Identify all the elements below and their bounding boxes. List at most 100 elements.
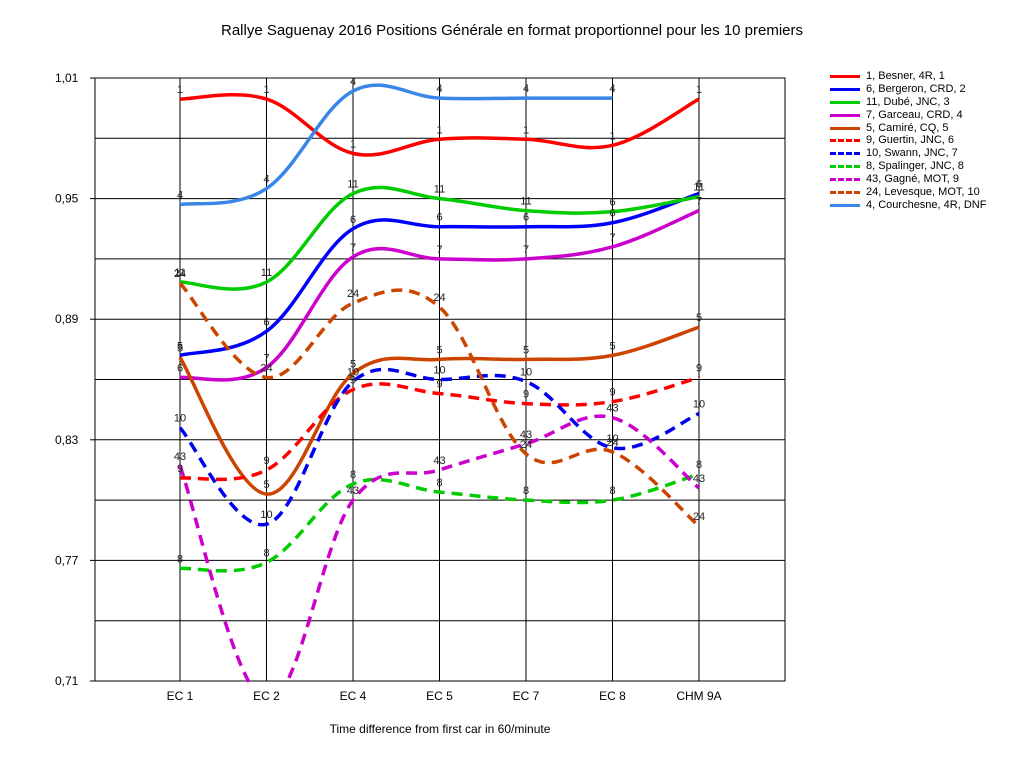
- point-label: 7: [696, 196, 702, 208]
- legend-item: 7, Garceau, CRD, 4: [830, 109, 986, 122]
- legend-swatch: [830, 113, 860, 117]
- point-label: 1: [177, 84, 183, 96]
- point-label: 6: [177, 362, 183, 374]
- point-label: 24: [174, 268, 186, 280]
- point-label: 43: [693, 473, 705, 485]
- point-label: 10: [260, 509, 272, 521]
- y-tick-label: 0,77: [55, 553, 79, 567]
- point-label: 1: [696, 84, 702, 96]
- legend-swatch: [830, 100, 860, 104]
- legend-item: 9, Guertin, JNC, 6: [830, 134, 986, 147]
- legend-item: 6, Bergeron, CRD, 2: [830, 83, 986, 96]
- point-label: 6: [609, 197, 615, 209]
- point-label: 43: [433, 455, 445, 467]
- legend-label: 9, Guertin, JNC, 6: [866, 134, 955, 147]
- point-label: 1: [436, 124, 442, 136]
- y-tick-label: 0,71: [55, 674, 79, 688]
- point-label: 10: [433, 365, 445, 377]
- y-tick-label: 1,01: [55, 71, 79, 85]
- series-line: [179, 83, 613, 207]
- point-label: 43: [347, 485, 359, 497]
- point-label: 6: [523, 212, 529, 224]
- point-label: 5: [177, 342, 183, 354]
- legend-swatch: [830, 126, 860, 130]
- legend-swatch: [830, 74, 860, 78]
- point-label: 4: [523, 83, 529, 95]
- point-label: 8: [177, 553, 183, 565]
- point-label: 10: [347, 367, 359, 379]
- legend-item: 5, Camiré, CQ, 5: [830, 122, 986, 135]
- series-line: [179, 375, 700, 482]
- point-label: 10: [693, 399, 705, 411]
- legend-label: 4, Courchesne, 4R, DNF: [866, 198, 987, 211]
- point-label: 4: [609, 83, 615, 95]
- point-label: 8: [350, 469, 356, 481]
- legend-label: 6, Bergeron, CRD, 2: [866, 82, 966, 95]
- series-line: [178, 325, 700, 496]
- legend-label: 24, Levesque, MOT, 10: [866, 186, 980, 199]
- legend-swatch: [830, 165, 860, 169]
- x-tick-label: EC 5: [426, 689, 453, 703]
- point-label: 1: [523, 124, 529, 136]
- point-label: 5: [696, 312, 702, 324]
- point-label: 11: [174, 267, 185, 279]
- point-label: 9: [350, 375, 356, 387]
- series-line: [178, 281, 701, 528]
- point-label: 5: [263, 479, 269, 491]
- point-label: 1: [263, 84, 269, 96]
- series-line: [179, 191, 700, 358]
- legend-label: 7, Garceau, CRD, 4: [866, 108, 963, 121]
- point-label: 24: [260, 362, 272, 374]
- legend-label: 1, Besner, 4R, 1: [866, 70, 945, 82]
- series-line: [179, 472, 700, 573]
- point-label: 43: [606, 403, 618, 415]
- legend-item: 10, Swann, JNC, 7: [830, 147, 986, 160]
- legend-swatch: [830, 178, 860, 182]
- point-label: 4: [263, 174, 269, 186]
- point-label: 24: [606, 437, 618, 449]
- legend-swatch: [830, 139, 860, 143]
- point-label: 24: [520, 439, 532, 451]
- point-label: 6: [350, 214, 356, 226]
- series-line: [178, 367, 700, 527]
- legend-swatch: [830, 152, 860, 156]
- point-label: 10: [174, 413, 186, 425]
- point-label: 5: [609, 340, 615, 352]
- point-label: 9: [436, 379, 442, 391]
- x-tick-label: EC 7: [513, 689, 540, 703]
- legend-item: 1, Besner, 4R, 1: [830, 70, 986, 83]
- legend-label: 43, Gagné, MOT, 9: [866, 173, 959, 186]
- point-label: 9: [177, 463, 183, 475]
- point-label: 9: [523, 389, 529, 401]
- y-tick-label: 0,89: [55, 312, 79, 326]
- point-label: 9: [263, 455, 269, 467]
- y-tick-label: 0,95: [55, 192, 79, 206]
- legend: 1, Besner, 4R, 1 6, Bergeron, CRD, 2 11, D…: [830, 70, 986, 212]
- point-label: 11: [520, 196, 531, 208]
- series-line: [179, 185, 700, 291]
- point-label: 6: [609, 208, 615, 220]
- series-line: [179, 209, 700, 382]
- point-label: 7: [263, 352, 269, 364]
- legend-swatch: [830, 190, 860, 194]
- legend-label: 11, Dubé, JNC, 3: [866, 95, 950, 108]
- point-label: 10: [606, 433, 618, 445]
- legend-label: 8, Spalinger, JNC, 8: [866, 160, 964, 173]
- x-tick-label: CHM 9A: [676, 689, 721, 703]
- point-label: 7: [350, 242, 356, 254]
- legend-item: 24, Levesque, MOT, 10: [830, 186, 986, 199]
- point-label: 1: [350, 138, 356, 150]
- point-label: 8: [609, 485, 615, 497]
- point-label: 8: [523, 485, 529, 497]
- point-label: 6: [263, 316, 269, 328]
- legend-swatch: [830, 87, 860, 91]
- legend-item: 8, Spalinger, JNC, 8: [830, 160, 986, 173]
- x-axis-title: Time difference from first car in 60/min…: [329, 722, 551, 736]
- point-label: 5: [350, 358, 356, 370]
- legend-label: 5, Camiré, CQ, 5: [866, 121, 949, 134]
- x-tick-label: EC 2: [253, 689, 280, 703]
- point-label: 11: [693, 182, 704, 194]
- point-label: 8: [696, 459, 702, 471]
- point-label: 6: [696, 179, 702, 191]
